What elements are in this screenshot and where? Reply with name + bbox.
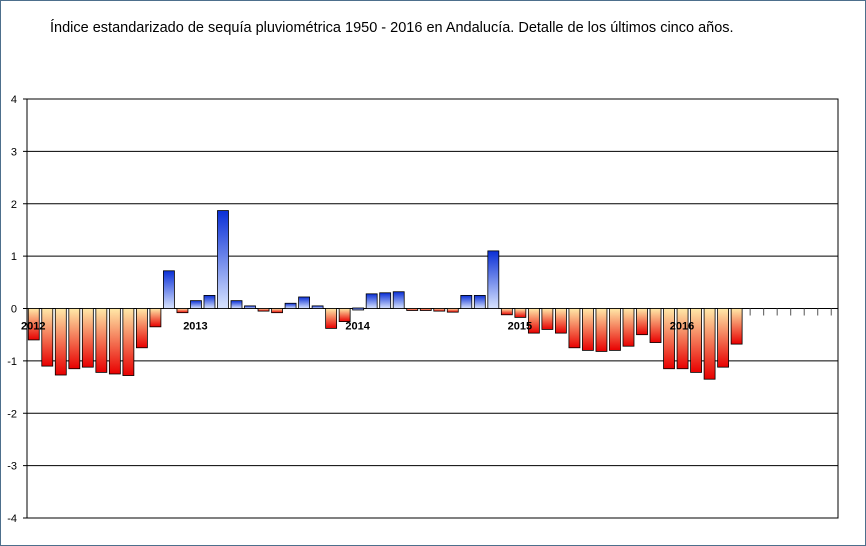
bar [487, 250, 500, 309]
bar [392, 291, 405, 309]
y-tick-label: 2 [11, 199, 17, 211]
x-year-label: 2013 [183, 321, 207, 333]
bar [717, 308, 730, 368]
bar [446, 308, 459, 313]
bar [257, 308, 270, 312]
bar [271, 308, 283, 314]
y-tick-label: 1 [11, 251, 17, 263]
bar [230, 300, 243, 309]
y-tick-label: 3 [11, 146, 17, 158]
bar [163, 270, 175, 309]
bar [460, 295, 473, 309]
y-tick-label: -4 [7, 513, 17, 525]
chart-title: Índice estandarizado de sequía pluviomét… [50, 20, 734, 36]
bar [176, 308, 189, 314]
bar [81, 308, 94, 368]
y-tick-label: 0 [11, 304, 17, 316]
bar [54, 308, 67, 376]
bar [406, 308, 419, 311]
bar [325, 308, 338, 329]
bar [122, 308, 135, 376]
bar [568, 308, 581, 349]
bar [135, 308, 148, 349]
bar [284, 302, 297, 309]
bar [473, 295, 486, 309]
bar [338, 308, 351, 322]
bar [433, 308, 446, 312]
bar [41, 308, 54, 367]
bar [365, 293, 378, 309]
bar [108, 308, 121, 375]
x-year-label: 2015 [508, 321, 532, 333]
x-year-label: 2012 [21, 321, 45, 333]
bar [500, 308, 513, 316]
plot-area-border [26, 98, 839, 519]
y-tick-label: -1 [7, 356, 17, 368]
bar [311, 305, 324, 309]
bar [190, 300, 202, 309]
bar [622, 308, 635, 347]
bar [582, 308, 594, 351]
bar [217, 210, 229, 309]
bar [95, 308, 108, 373]
y-tick-label: 4 [11, 94, 17, 106]
bar [676, 308, 689, 370]
x-year-label: 2014 [345, 321, 370, 333]
bar [514, 308, 527, 318]
bar [636, 308, 648, 336]
bar [690, 308, 702, 373]
x-year-label: 2016 [670, 321, 694, 333]
bar [703, 308, 716, 380]
bar [609, 308, 621, 351]
bar [555, 308, 567, 334]
bar [663, 308, 675, 370]
bar [27, 308, 40, 341]
bar [352, 307, 365, 311]
bar [379, 292, 392, 309]
bar [730, 308, 743, 345]
bar [649, 308, 662, 343]
bar [68, 308, 81, 370]
bar [527, 308, 540, 334]
bar [419, 308, 432, 311]
bar [244, 305, 256, 309]
bar [149, 308, 162, 328]
bar [595, 308, 608, 352]
bar [203, 295, 216, 309]
y-tick-label: -2 [7, 408, 17, 420]
y-tick-label: -3 [7, 461, 17, 473]
bar [298, 296, 310, 309]
bar [541, 308, 554, 330]
